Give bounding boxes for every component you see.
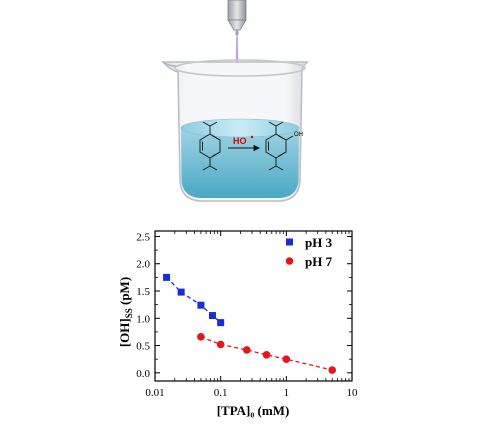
y-tick-label: 0.0: [136, 368, 150, 380]
plot-frame: [154, 230, 353, 382]
x-tick-labels: 0.01 0.1 1 10: [145, 387, 358, 399]
beaker-illustration: HO OH: [161, 0, 309, 202]
legend-label: pH 3: [305, 235, 333, 250]
data-point-circle: [197, 333, 205, 341]
fit-lines: [166, 276, 333, 371]
data-point-circle: [242, 346, 251, 354]
legend-label: pH 7: [305, 254, 333, 269]
data-markers: [163, 273, 337, 374]
x-tick-label: 1: [284, 387, 290, 399]
beaker: [161, 59, 309, 202]
legend-marker-circle: [285, 257, 294, 265]
data-point-circle: [282, 355, 291, 363]
y-tick-label: 1.5: [136, 286, 150, 298]
y-tick-label: 2.5: [136, 231, 150, 243]
legend-marker-square: [286, 238, 293, 246]
x-axis-label: [TPA]₀ (mM): [217, 403, 290, 418]
electrode-needle: [227, 0, 247, 35]
legend: pH 3 pH 7: [285, 235, 333, 269]
data-point-square: [197, 301, 205, 309]
data-point-square: [163, 273, 171, 281]
data-point-square: [177, 288, 185, 296]
data-point-circle: [216, 340, 225, 349]
radical-dot: [250, 135, 254, 139]
x-tick-label: 0.1: [214, 387, 228, 399]
data-point-circle: [262, 351, 271, 359]
y-tick-label: 0.5: [136, 341, 150, 353]
reaction-scheme: [199, 121, 294, 171]
y-axis-label: [OH]SS (pM): [117, 277, 134, 347]
axis-ticks: [154, 231, 353, 381]
plot-border: [154, 230, 353, 382]
data-point-circle: [328, 366, 337, 374]
y-tick-label: 1.0: [136, 313, 150, 325]
hydroxyl-label: OH: [294, 132, 303, 138]
y-tick-label: 2.0: [136, 259, 150, 271]
data-point-square: [217, 319, 225, 327]
x-tick-label: 10: [347, 387, 359, 399]
y-tick-labels: 0.0 0.5 1.0 1.5 2.0 2.5: [136, 231, 150, 379]
radical-label: HO: [233, 136, 247, 146]
data-point-square: [208, 312, 216, 320]
x-tick-label: 0.01: [145, 387, 164, 399]
